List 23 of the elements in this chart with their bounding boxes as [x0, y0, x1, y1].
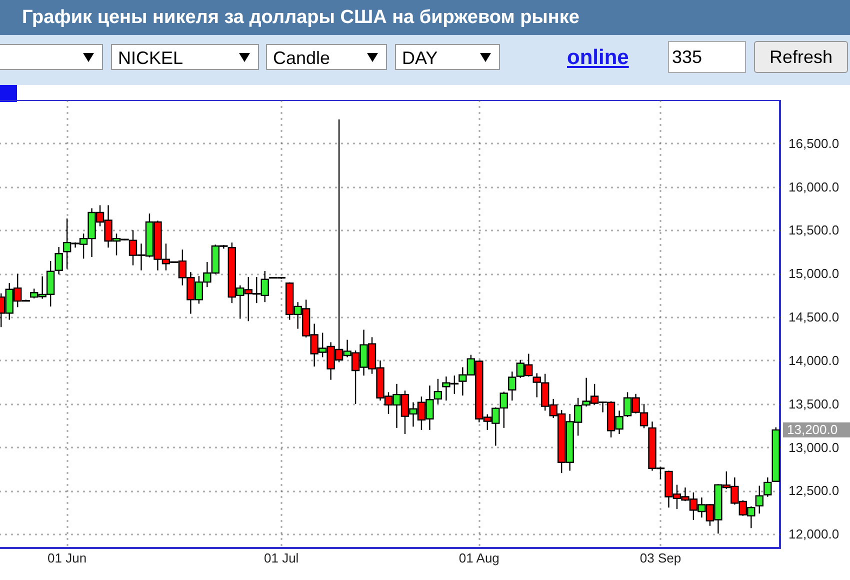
- x-tick-label: 01 Jul: [264, 550, 299, 566]
- y-tick-label: 16,000.0: [788, 179, 840, 194]
- text: NICKEL: [118, 48, 184, 68]
- text: online: [567, 46, 629, 69]
- x-tick-label: 01 Aug: [458, 550, 500, 566]
- y-tick-label: 16,500.0: [788, 136, 840, 151]
- candlestick: [54, 246, 63, 275]
- y-tick-label: 12,000.0: [788, 526, 840, 542]
- y-tick-label: 15,000.0: [788, 266, 840, 282]
- y-tick-label: 15,500.0: [788, 222, 840, 238]
- text: Refresh: [769, 47, 833, 67]
- y-tick-label: 12,500.0: [788, 483, 840, 498]
- y-tick-label: 13,500.0: [788, 396, 840, 412]
- text: DAY: [402, 48, 438, 68]
- text: 335: [672, 47, 702, 67]
- x-tick-label: 03 Sep: [640, 550, 682, 566]
- text: 13,200.0: [787, 422, 838, 437]
- y-tick-label: 14,000.0: [788, 352, 840, 368]
- y-tick-label: 14,500.0: [788, 310, 840, 325]
- x-tick-label: 01 Jun: [48, 550, 87, 566]
- y-tick-label: 13,000.0: [788, 440, 840, 455]
- chart-title: График цены никеля за доллары США на биржевом рынке: [22, 7, 580, 28]
- text: Candle: [273, 48, 330, 68]
